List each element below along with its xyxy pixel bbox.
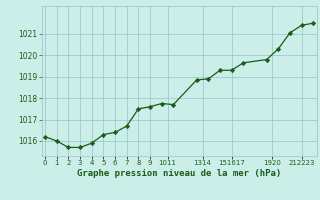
X-axis label: Graphe pression niveau de la mer (hPa): Graphe pression niveau de la mer (hPa): [77, 169, 281, 178]
